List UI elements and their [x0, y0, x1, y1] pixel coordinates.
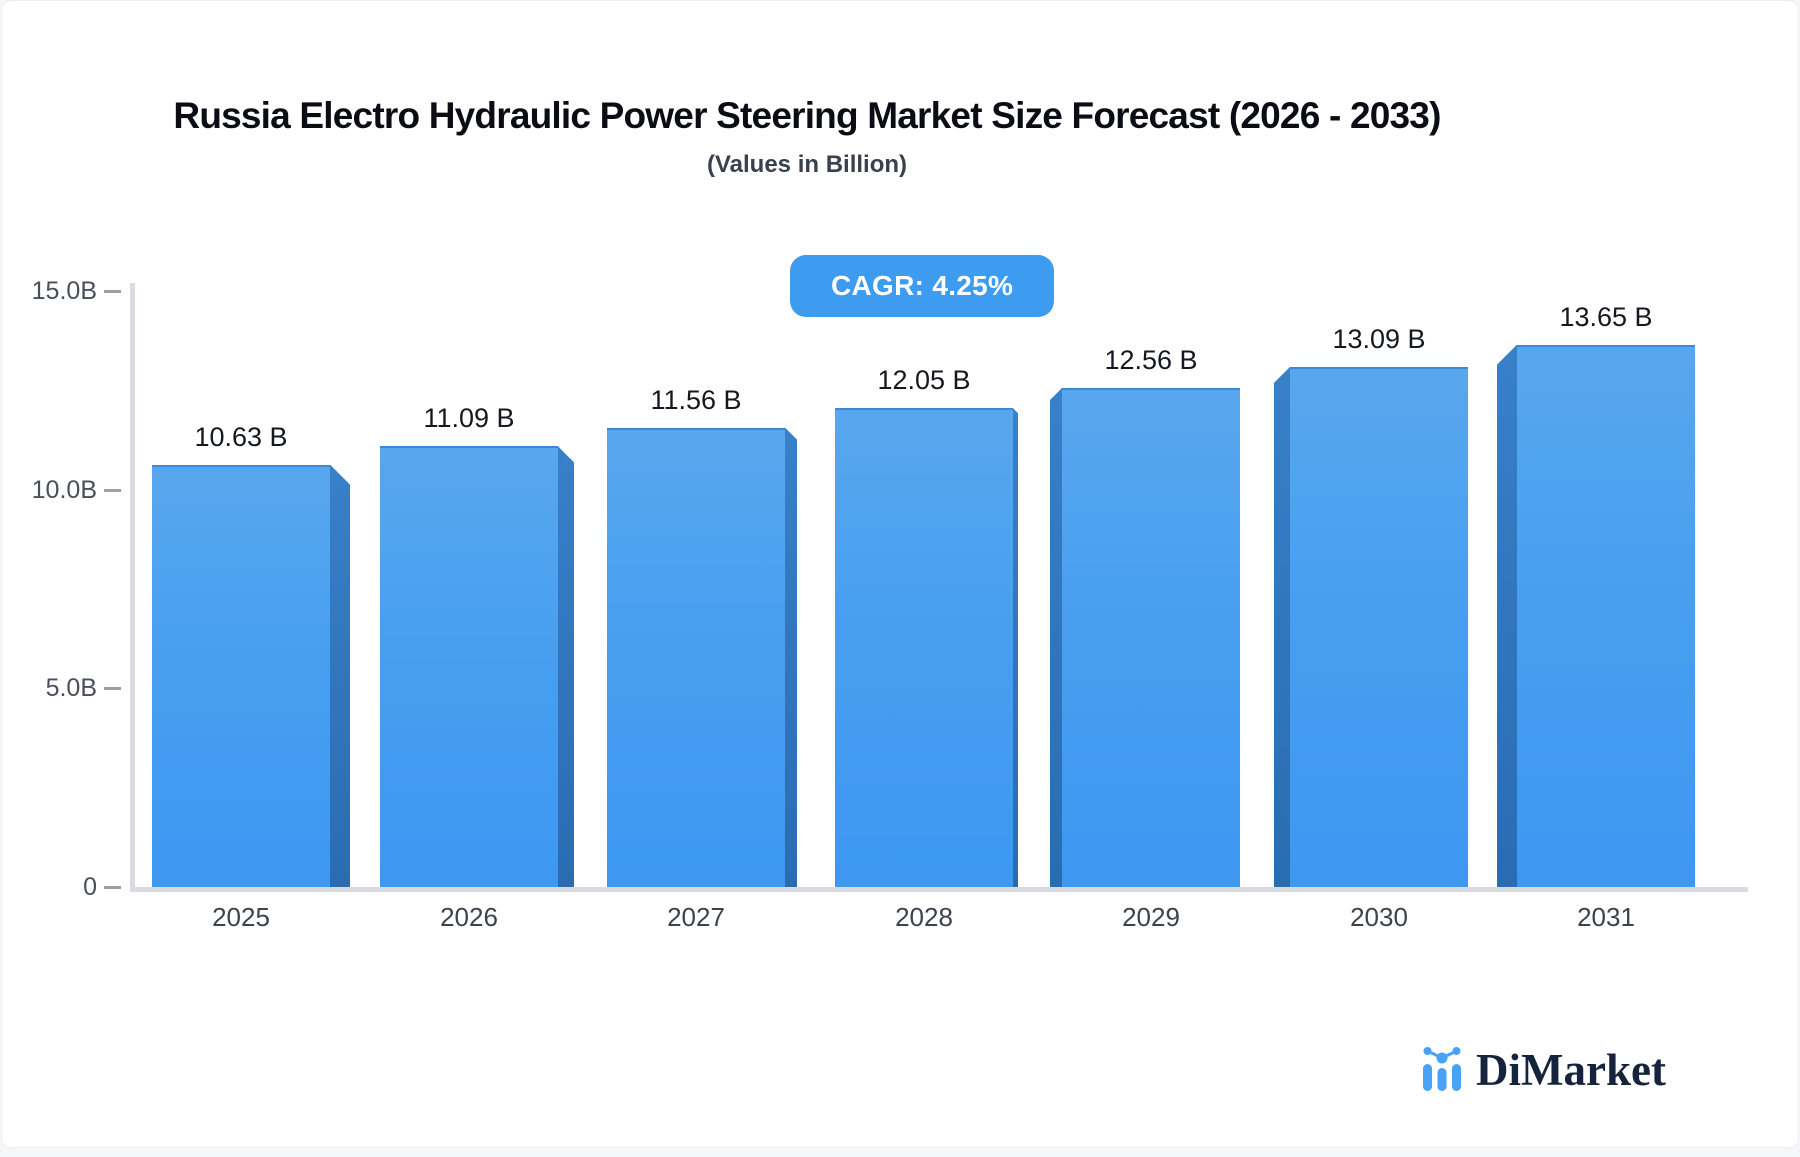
bar-2029[interactable]: [1062, 387, 1240, 887]
x-tick-label-2027: 2027: [667, 902, 725, 932]
bar-2027[interactable]: [607, 427, 785, 887]
bar-2030[interactable]: [1290, 366, 1468, 887]
y-tick-dash: [104, 290, 121, 293]
chart-subtitle: (Values in Billion): [706, 151, 908, 178]
brand-name: DiMarket: [1476, 1044, 1666, 1095]
y-tick-dash: [104, 687, 121, 691]
y-axis-line: [130, 283, 135, 891]
x-tick-label-2025: 2025: [212, 902, 270, 932]
bar-value-label-2027: 11.56 B: [650, 384, 742, 415]
bar-2028[interactable]: [835, 408, 1013, 887]
bar-value-label-2029: 12.56 B: [1104, 344, 1198, 375]
y-tick-dash: [104, 886, 121, 889]
cagr-badge: CAGR: 4.25%: [790, 255, 1055, 317]
bar-value-label-2031: 13.65 B: [1559, 301, 1653, 332]
y-tick-label-15.0B: 15.0B: [31, 277, 97, 305]
bar-value-label-2028: 12.05 B: [877, 365, 971, 396]
bar-side-2026: [558, 446, 574, 887]
x-axis-line: [130, 887, 1748, 892]
bar-side-2028: [1013, 408, 1018, 887]
bar-side-2027: [785, 427, 797, 887]
bar-side-2030: [1274, 366, 1290, 887]
bar-2031[interactable]: [1517, 344, 1695, 887]
bar-value-label-2030: 13.09 B: [1332, 323, 1426, 354]
x-tick-label-2026: 2026: [440, 902, 498, 932]
bar-value-label-2025: 10.63 B: [194, 421, 288, 452]
bar-side-2025: [330, 464, 350, 887]
bar-side-2029: [1050, 387, 1062, 887]
dimarket-logo-icon: [1423, 1047, 1461, 1091]
bar-side-2031: [1497, 344, 1517, 887]
x-tick-label-2028: 2028: [895, 902, 953, 932]
chart-title: Russia Electro Hydraulic Power Steering …: [173, 95, 1441, 136]
bar-2026[interactable]: [380, 446, 558, 887]
x-tick-label-2030: 2030: [1350, 902, 1408, 932]
x-tick-label-2031: 2031: [1577, 902, 1635, 932]
y-tick-dash: [104, 488, 121, 492]
bar-value-label-2026: 11.09 B: [423, 403, 515, 434]
y-tick-label-10.0B: 10.0B: [31, 475, 97, 504]
bar-2025[interactable]: [152, 464, 330, 887]
x-tick-label-2029: 2029: [1122, 902, 1180, 932]
y-tick-label-5.0B: 5.0B: [45, 674, 97, 703]
y-tick-label-0: 0: [83, 873, 97, 901]
brand-logo[interactable]: DiMarket: [1423, 1044, 1666, 1095]
